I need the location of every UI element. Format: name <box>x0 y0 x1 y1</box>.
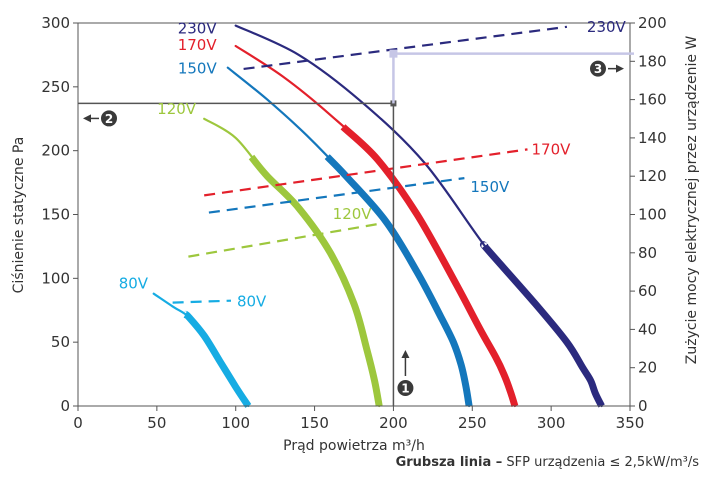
y-axis-left-title: Ciśnienie statyczne Pa <box>11 137 27 294</box>
y-right-tick-label-140: 140 <box>638 129 667 147</box>
pressure-curve-120v <box>204 119 379 406</box>
y-right-tick-label-180: 180 <box>638 52 667 70</box>
marker-2-arrow-head <box>83 114 91 122</box>
pressure-label-170v: 170V <box>178 36 218 54</box>
y-left-tick-label-0: 0 <box>60 397 70 415</box>
power-label-170v: 170V <box>531 140 571 158</box>
x-tick-label-100: 100 <box>221 414 250 432</box>
footnote-text: SFP urządzenia ≤ 2,5kW/m³/s <box>506 455 699 470</box>
y-left-tick-label-50: 50 <box>51 333 70 351</box>
y-left-tick-label-250: 250 <box>41 78 70 96</box>
y-right-tick-label-60: 60 <box>638 282 657 300</box>
pressure-curve-170v <box>236 46 515 406</box>
y-right-tick-label-120: 120 <box>638 167 667 185</box>
power-label-150v: 150V <box>470 178 510 196</box>
power-label-80v: 80V <box>237 293 267 311</box>
y-right-tick-label-200: 200 <box>638 14 667 32</box>
y-right-tick-label-80: 80 <box>638 244 657 262</box>
y-right-tick-label-40: 40 <box>638 320 657 338</box>
footnote-bold: Grubsza linia – <box>396 455 503 470</box>
y-left-tick-label-150: 150 <box>41 206 70 224</box>
y-right-tick-label-100: 100 <box>638 206 667 224</box>
x-tick-label-300: 300 <box>537 414 566 432</box>
marker-3-number: 3 <box>594 62 602 76</box>
pressure-label-150v: 150V <box>178 60 218 78</box>
power-line-120v <box>188 224 377 257</box>
y-right-tick-label-0: 0 <box>638 397 648 415</box>
pressure-label-230v: 230V <box>178 20 218 38</box>
pressure-label-120v: 120V <box>157 100 197 118</box>
x-tick-label-50: 50 <box>147 414 166 432</box>
x-axis-title: Prąd powietrza m³/h <box>283 438 425 454</box>
y-left-tick-label-100: 100 <box>41 269 70 287</box>
y-right-tick-label-20: 20 <box>638 359 657 377</box>
y-axis-right-title: Zużycie mocy elektrycznej przez urządzen… <box>684 36 700 365</box>
power-line-230v <box>244 27 567 69</box>
pressure-label-80v: 80V <box>119 275 149 293</box>
marker-3-arrow-head <box>616 65 624 73</box>
x-tick-label-350: 350 <box>616 414 645 432</box>
y-left-tick-label-300: 300 <box>41 14 70 32</box>
x-tick-label-150: 150 <box>300 414 329 432</box>
marker-2-number: 2 <box>105 112 113 126</box>
marker-1-number: 1 <box>401 382 409 396</box>
power-line-80v <box>173 301 231 303</box>
x-tick-label-250: 250 <box>458 414 487 432</box>
y-left-tick-label-200: 200 <box>41 142 70 160</box>
power-label-230v: 230V <box>587 18 627 36</box>
x-tick-label-0: 0 <box>73 414 83 432</box>
power-label-120v: 120V <box>333 205 373 223</box>
x-tick-label-200: 200 <box>379 414 408 432</box>
marker-1-arrow-head <box>401 350 409 358</box>
footnote: Grubsza linia – SFP urządzenia ≤ 2,5kW/m… <box>396 455 699 470</box>
y-right-tick-label-160: 160 <box>638 91 667 109</box>
pressure-curve-thick-80v <box>185 314 248 406</box>
guide-point-power <box>389 50 397 58</box>
pressure-curve-thick-230v <box>483 245 601 406</box>
